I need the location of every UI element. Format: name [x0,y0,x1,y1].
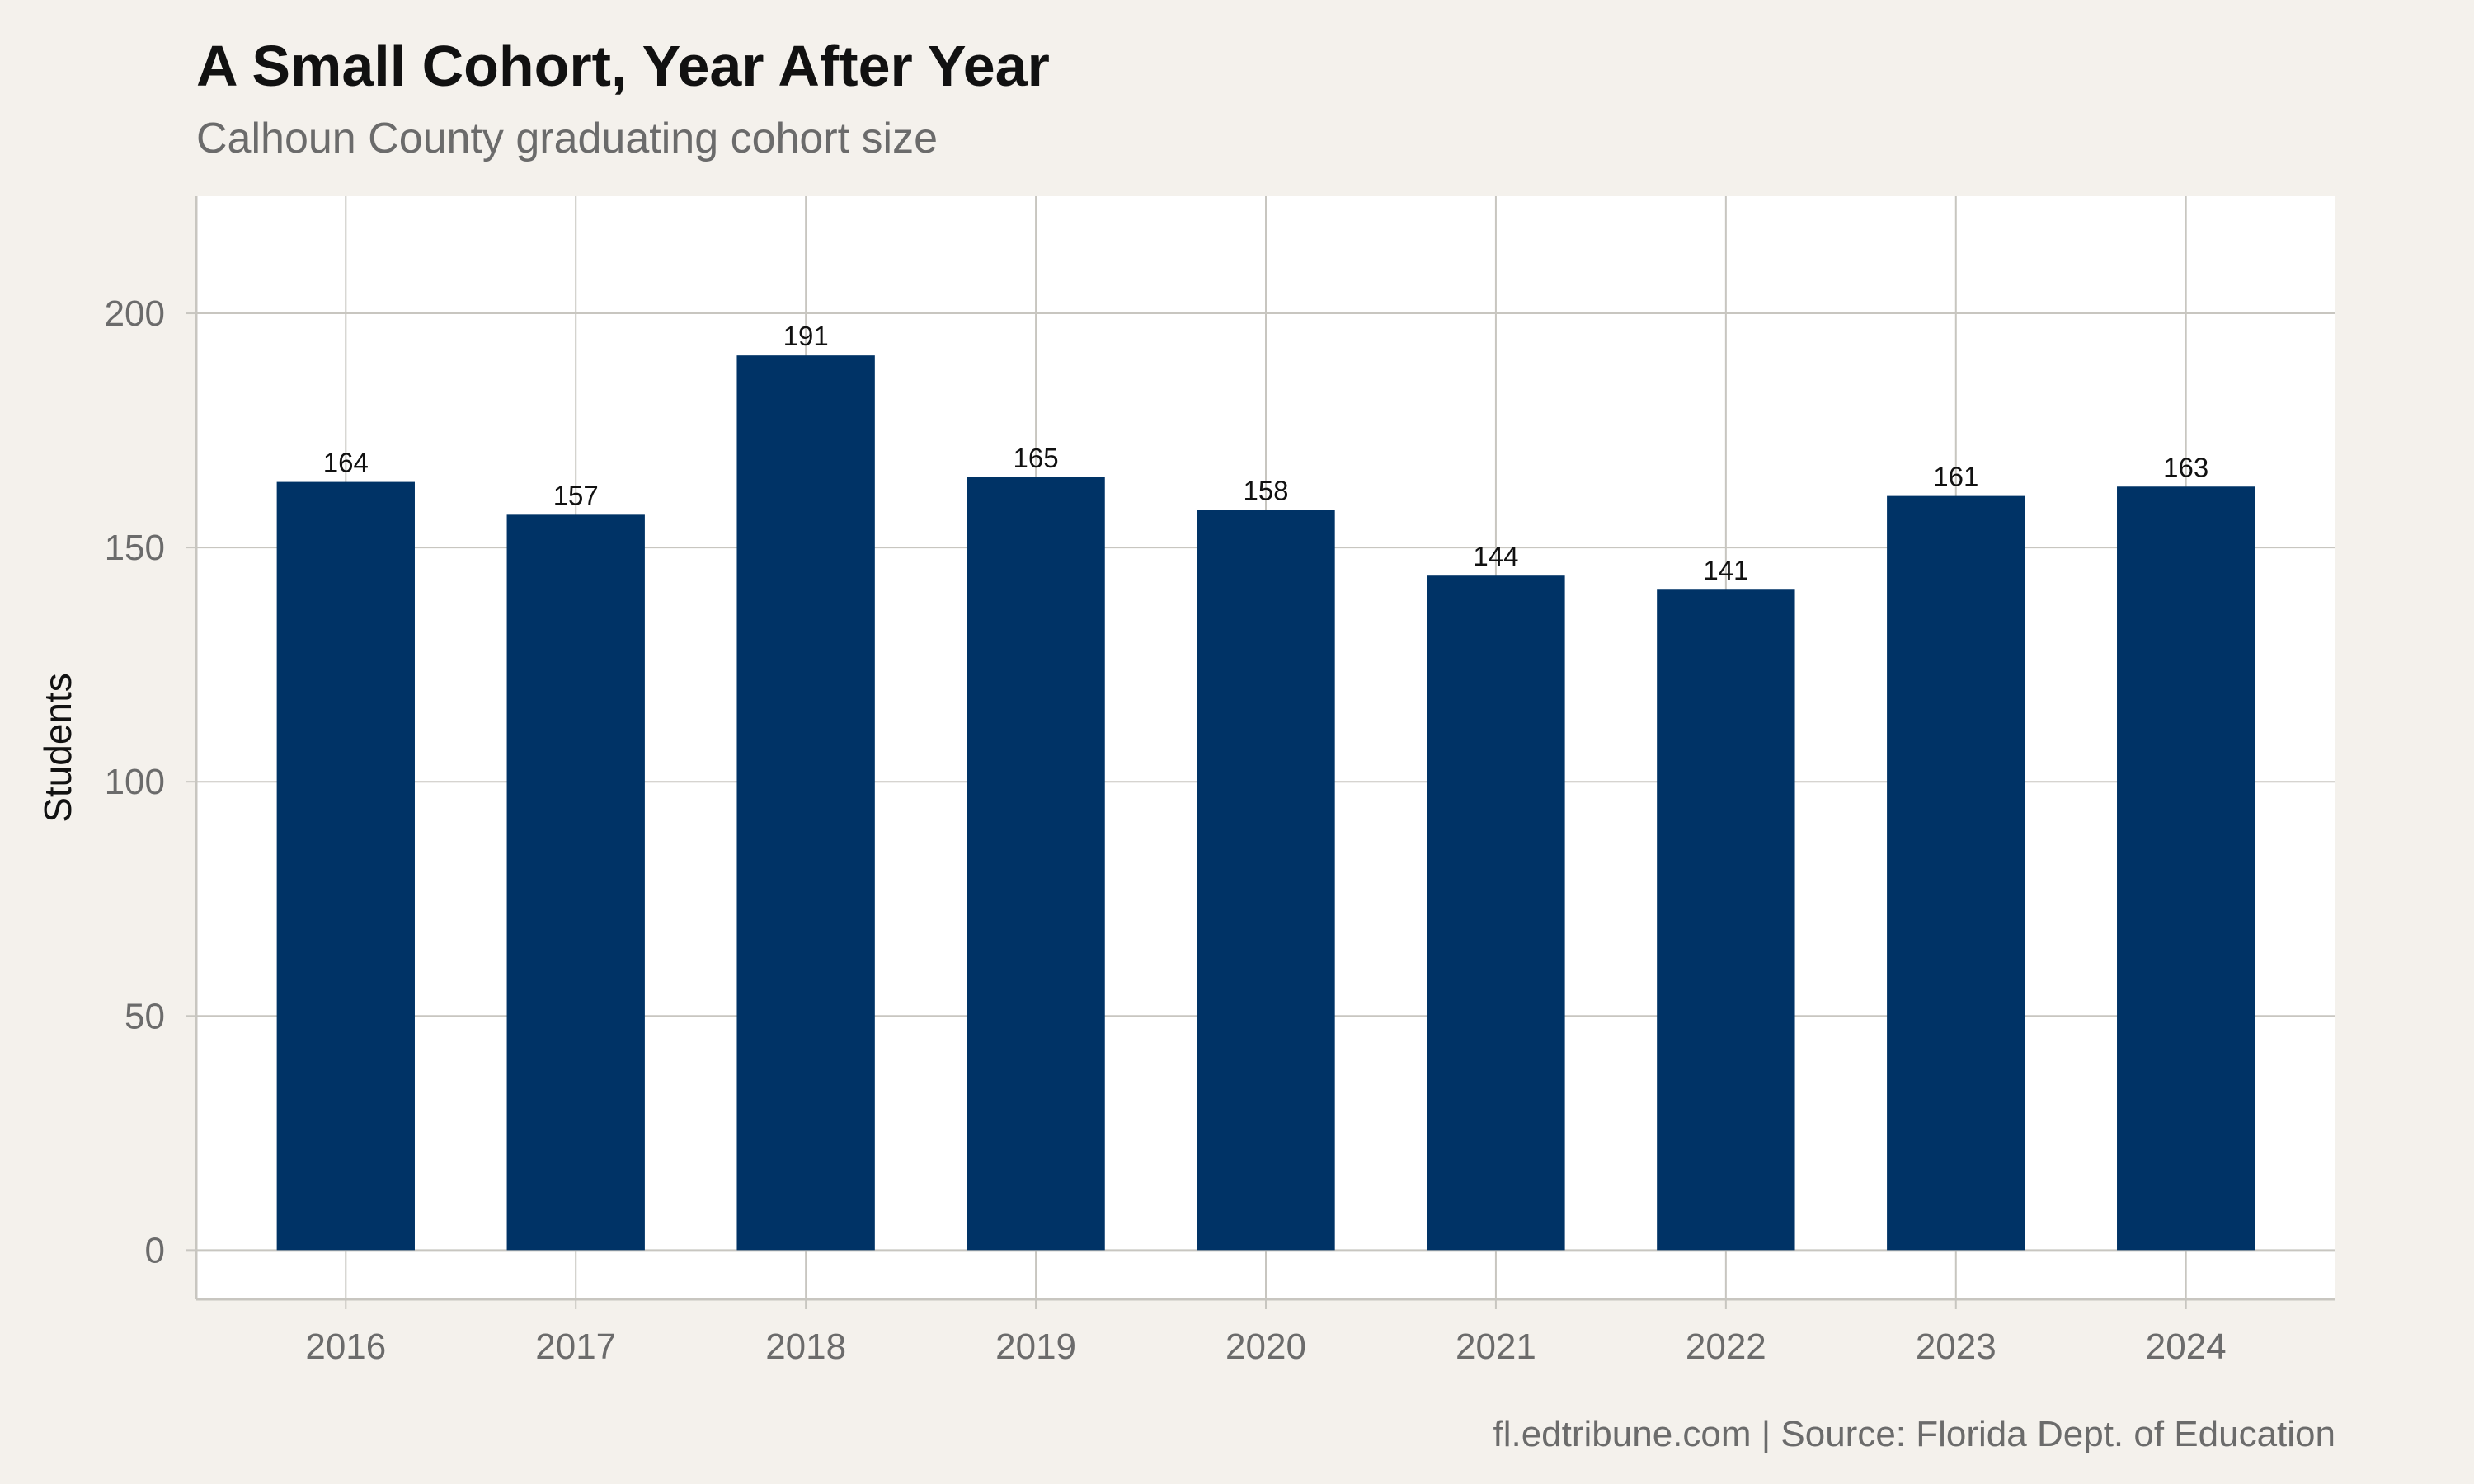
data-label: 165 [1014,443,1059,473]
bar [506,514,645,1251]
x-tick-label: 2020 [1225,1327,1306,1367]
x-tick-label: 2021 [1456,1327,1536,1367]
y-tick-label: 100 [105,762,165,802]
source-caption: fl.edtribune.com | Source: Florida Dept.… [1493,1414,2335,1454]
data-labels: 164 157 191 165 158 144 141 161 163 [323,321,2208,585]
data-label: 158 [1243,476,1288,506]
bars [276,355,2255,1251]
x-tick-label: 2016 [305,1327,386,1367]
bar [1197,510,1335,1251]
y-tick-label: 50 [125,996,165,1036]
y-tick-label: 200 [105,294,165,334]
y-axis-title: Students [36,673,79,823]
x-tick-label: 2018 [765,1327,846,1367]
data-label: 157 [553,480,599,510]
data-label: 191 [783,321,829,351]
data-label: 144 [1473,541,1518,571]
y-tick-label: 150 [105,528,165,568]
chart-subtitle: Calhoun County graduating cohort size [196,115,938,162]
bar [967,477,1105,1251]
data-label: 161 [1933,462,1978,492]
bar [736,355,875,1251]
bar [1657,589,1795,1251]
data-label: 163 [2163,452,2208,482]
y-tick-label: 0 [145,1230,165,1270]
chart-title: A Small Cohort, Year After Year [196,34,1050,98]
bar [2117,486,2255,1251]
x-tick-label: 2019 [995,1327,1076,1367]
x-tick-label: 2023 [1916,1327,1997,1367]
axes: 0 50 100 150 200 2016 2017 2018 2019 2020 2021 2022… [105,196,2335,1367]
x-tick-label: 2017 [535,1327,616,1367]
bar [1887,495,2025,1251]
bar [1427,575,1565,1251]
x-tick-label: 2022 [1686,1327,1766,1367]
bar [276,481,415,1251]
data-label: 164 [323,448,369,478]
data-label: 141 [1703,555,1748,585]
x-tick-label: 2024 [2146,1327,2227,1367]
